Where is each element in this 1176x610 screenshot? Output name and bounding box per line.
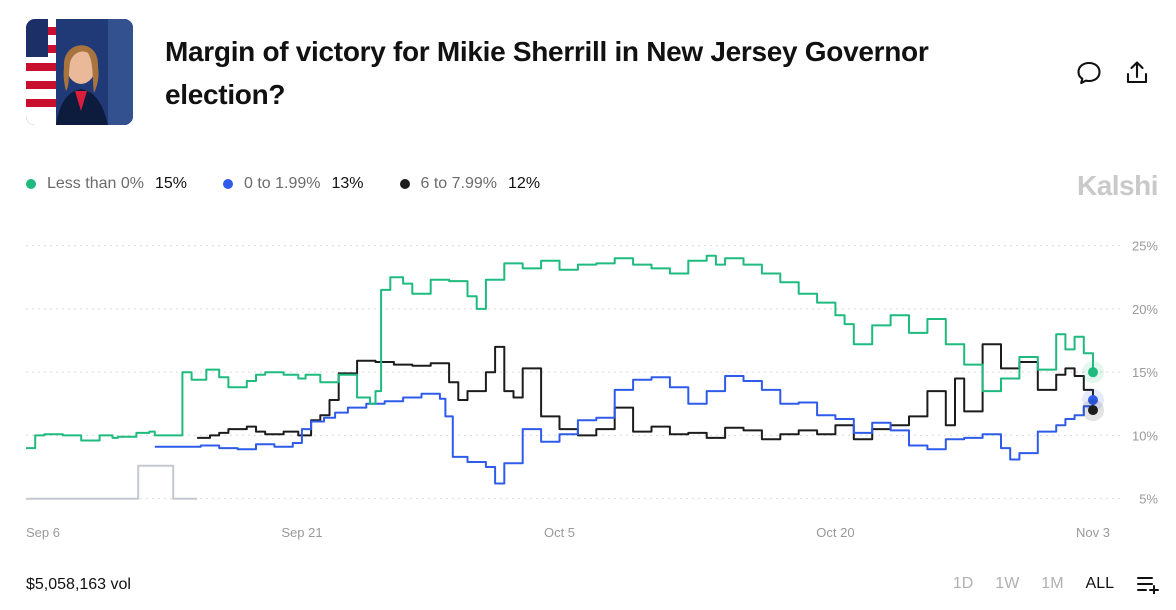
endpoint-dot <box>1088 367 1098 378</box>
x-tick-label: Nov 3 <box>1076 525 1110 540</box>
legend-value: 13% <box>331 175 364 192</box>
legend-label: 6 to 7.99% <box>420 175 498 192</box>
legend-value: 15% <box>154 175 187 192</box>
range-tab-1m[interactable]: 1M <box>1041 575 1064 592</box>
range-tab-1w[interactable]: 1W <box>995 575 1020 592</box>
endpoint-dot <box>1088 394 1098 405</box>
range-tab-all[interactable]: ALL <box>1085 575 1114 592</box>
y-tick-label: 20% <box>1132 302 1158 317</box>
series-line-baseline <box>26 464 198 500</box>
legend-dot <box>399 179 410 189</box>
legend-item-6-to-7-99[interactable]: 6 to 7.99% 12% <box>399 175 541 193</box>
legend-label: 0 to 1.99% <box>243 175 321 192</box>
legend-dot <box>26 179 36 189</box>
legend-item-less-than-0[interactable]: Less than 0% 15% <box>26 175 187 193</box>
legend-label: Less than 0% <box>47 175 144 192</box>
y-tick-label: 10% <box>1132 428 1158 443</box>
share-icon[interactable] <box>1124 60 1150 86</box>
time-range-selector: 1D 1W 1M ALL <box>931 574 1160 594</box>
range-tab-1d[interactable]: 1D <box>952 575 974 592</box>
endpoint-dot <box>1088 405 1098 416</box>
x-tick-label: Sep 6 <box>26 525 60 540</box>
market-title: Margin of victory for Mikie Sherrill in … <box>165 36 929 110</box>
y-tick-label: 25% <box>1132 239 1158 254</box>
candidate-portrait <box>26 19 133 125</box>
x-tick-label: Oct 20 <box>816 525 854 540</box>
series-line-6-to-7-99- <box>197 343 1094 441</box>
legend-dot <box>222 179 233 189</box>
x-tick-label: Sep 21 <box>281 525 322 540</box>
series-line-less-than-0- <box>26 254 1094 450</box>
probability-chart: 5% 10% 15% 20% 25% Sep 6 Sep 21 Oct 5 Oct 20 Nov… <box>26 239 1158 540</box>
y-tick-label: 5% <box>1139 492 1158 507</box>
trading-volume: $5,058,163 vol <box>26 576 131 593</box>
portrait-image <box>26 19 133 125</box>
comment-icon[interactable] <box>1076 60 1102 86</box>
chart-legend: Less than 0% 15% 0 to 1.99% 13% 6 to 7.9… <box>26 175 576 193</box>
y-tick-label: 15% <box>1132 365 1158 380</box>
list-add-icon[interactable] <box>1136 574 1160 594</box>
x-tick-label: Oct 5 <box>544 525 575 540</box>
legend-item-0-to-1-99[interactable]: 0 to 1.99% 13% <box>222 175 364 193</box>
legend-value: 12% <box>508 175 541 192</box>
series-line-0-to-1-99- <box>154 375 1094 485</box>
kalshi-logo: Kalshi <box>1076 170 1159 201</box>
